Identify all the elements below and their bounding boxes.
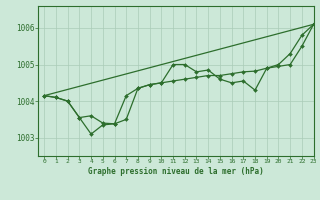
X-axis label: Graphe pression niveau de la mer (hPa): Graphe pression niveau de la mer (hPa) — [88, 167, 264, 176]
